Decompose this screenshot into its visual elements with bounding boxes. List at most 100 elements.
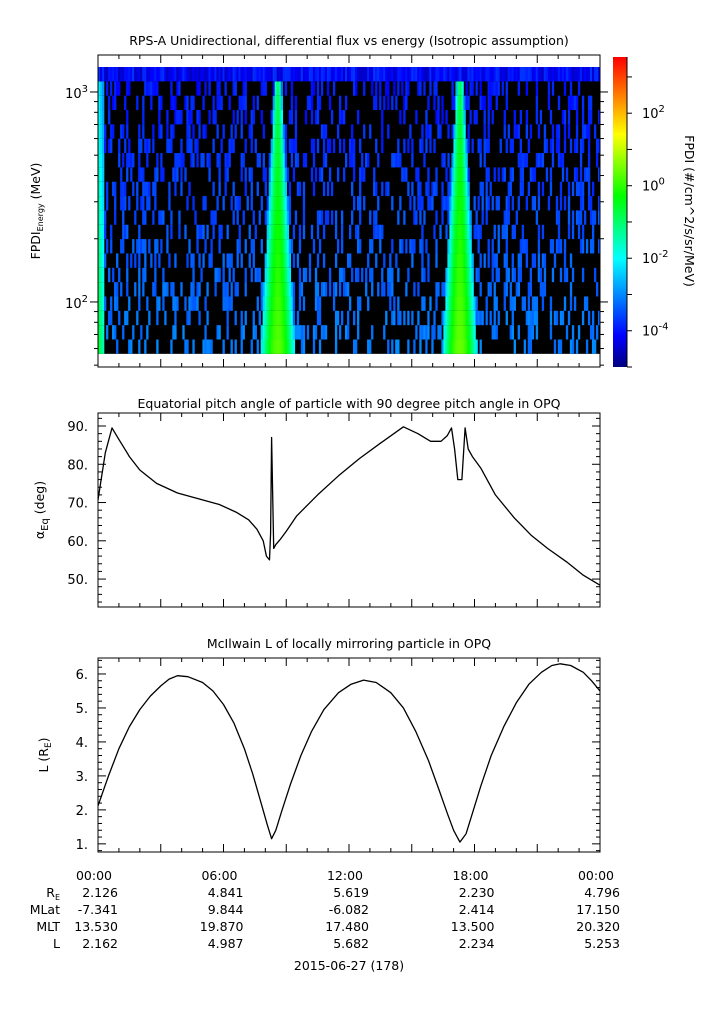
heatmap-cell [457, 296, 460, 311]
heatmap-cell [272, 124, 276, 139]
heatmap-cell [553, 310, 557, 326]
heatmap-cell [132, 325, 135, 340]
heatmap-cell [288, 67, 292, 82]
heatmap-cell [487, 67, 490, 82]
heatmap-cell [308, 267, 312, 283]
heatmap-cell [212, 110, 215, 125]
heatmap-cell [236, 67, 239, 82]
heatmap-cell [457, 253, 460, 268]
heatmap-cell [278, 325, 282, 340]
heatmap-cell [282, 210, 286, 225]
heatmap-cell [357, 196, 360, 211]
heatmap-cell [98, 138, 101, 154]
heatmap-cell [284, 181, 288, 197]
heatmap-cell [493, 67, 496, 82]
heatmap-cell [391, 239, 394, 254]
heatmap-cell [403, 167, 406, 182]
heatmap-cell [114, 95, 117, 111]
heatmap-cell [477, 224, 480, 240]
heatmap-cell [226, 253, 229, 268]
heatmap-cell [459, 138, 462, 154]
heatmap-cell [270, 67, 273, 82]
heatmap-cell [110, 124, 113, 139]
heatmap-cell [465, 196, 468, 211]
x-tick-label: 12:00 [327, 868, 363, 883]
heatmap-cell [284, 239, 288, 254]
heatmap-cell [481, 210, 484, 225]
heatmap-cell [280, 282, 284, 297]
heatmap-cell [310, 224, 314, 240]
heatmap-cell [278, 181, 282, 197]
heatmap-cell [389, 253, 392, 268]
heatmap-cell [355, 224, 358, 240]
heatmap-cell [453, 339, 456, 354]
heatmap-cell [507, 181, 510, 197]
heatmap-cell [457, 138, 460, 154]
heatmap-cell [469, 310, 472, 326]
heatmap-cell [292, 253, 296, 268]
heatmap-cell [587, 67, 591, 82]
heatmap-cell [210, 67, 213, 82]
heatmap-cell [409, 124, 412, 139]
heatmap-cell [330, 67, 334, 82]
heatmap-cell [545, 67, 549, 82]
heatmap-cell [322, 282, 326, 297]
heatmap-cell [286, 239, 290, 254]
heatmap-cell [106, 196, 109, 211]
heatmap-cell [202, 253, 205, 268]
heatmap-cell [336, 239, 340, 254]
heatmap-cell [192, 153, 195, 168]
heatmap-cell [272, 239, 276, 254]
heatmap-cell [204, 124, 207, 139]
heatmap-cell [471, 81, 474, 96]
heatmap-cell [310, 95, 314, 111]
heatmap-cell [220, 138, 223, 154]
heatmap-cell [254, 138, 257, 154]
heatmap-cell [349, 253, 352, 268]
heatmap-cell [433, 138, 436, 154]
heatmap-cell [509, 67, 512, 82]
heatmap-cell [453, 95, 456, 111]
heatmap-cell [383, 95, 386, 111]
heatmap-cell [320, 81, 324, 96]
heatmap-cell [585, 339, 589, 354]
heatmap-cell [134, 282, 137, 297]
heatmap-cell [170, 224, 173, 240]
heatmap-cell [278, 138, 282, 154]
heatmap-cell [503, 296, 506, 311]
heatmap-cell [447, 210, 450, 225]
heatmap-cell [328, 138, 332, 154]
heatmap-cell [529, 325, 533, 340]
heatmap-cell [144, 339, 147, 354]
heatmap-cell [238, 67, 241, 82]
heatmap-cell [437, 282, 440, 297]
heatmap-cell [463, 153, 466, 168]
heatmap-cell [334, 282, 338, 297]
heatmap-cell [316, 138, 320, 154]
heatmap-cell [234, 310, 237, 326]
heatmap-cell [346, 253, 350, 268]
heatmap-cell [172, 167, 175, 182]
heatmap-cell [483, 138, 486, 154]
heatmap-cell [459, 239, 462, 254]
heatmap-cell [387, 339, 390, 354]
heatmap-cell [120, 196, 123, 211]
heatmap-cell [312, 153, 316, 168]
heatmap-cell [274, 167, 278, 182]
heatmap-cell [399, 67, 402, 82]
heatmap-cell [579, 67, 583, 82]
heatmap-cell [326, 181, 330, 197]
heatmap-cell [126, 153, 129, 168]
heatmap-cell [451, 167, 454, 182]
heatmap-cell [541, 224, 545, 240]
heatmap-cell [543, 282, 547, 297]
heatmap-cell [268, 310, 271, 326]
heatmap-cell [463, 282, 466, 297]
heatmap-cell [180, 181, 183, 197]
heatmap-cell [405, 239, 408, 254]
heatmap-cell [413, 239, 416, 254]
heatmap-cell [551, 239, 555, 254]
heatmap-cell [188, 67, 191, 82]
heatmap-cell [449, 239, 452, 254]
